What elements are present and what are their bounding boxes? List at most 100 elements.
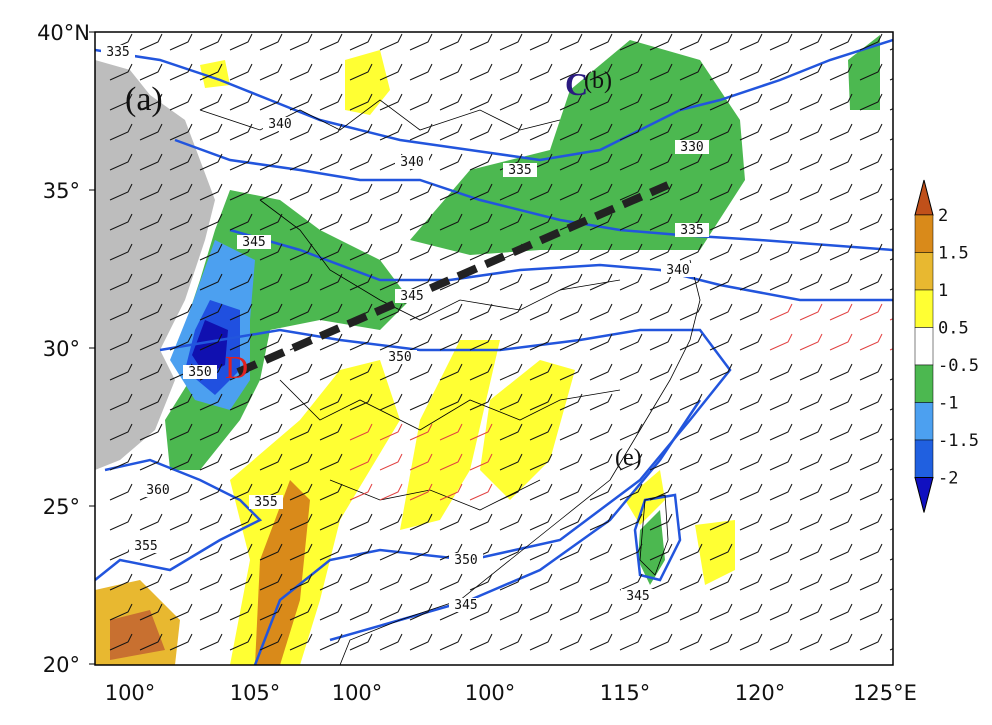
wind-barb [139,243,163,261]
wind-barb [169,63,193,81]
wind-barb [859,513,883,531]
wind-barb [319,243,343,261]
wind-barb [529,33,553,51]
wind-barb [589,453,613,471]
wind-barb [859,423,883,441]
wind-barb [799,273,823,291]
wind-barb [679,633,703,651]
wind-barb [799,333,823,351]
colorbar-label: 1.5 [938,244,969,264]
wind-barb [349,483,373,501]
wind-barb [409,123,433,141]
wind-barb [829,33,853,51]
wind-barb [589,63,613,81]
wind-barb [109,273,133,291]
wind-barb [409,93,433,111]
wind-barb [259,213,283,231]
contour-label-bg [503,163,537,177]
wind-barb [529,213,553,231]
wind-barb [109,183,133,201]
wind-barb [709,603,733,621]
wind-barb [499,93,523,111]
wind-barb [139,423,163,441]
wind-barb [199,303,223,321]
wind-barb [409,393,433,411]
contour-label: 355 [254,495,277,510]
wind-barb [649,633,673,651]
wind-barb [469,333,493,351]
wind-barb [499,63,523,81]
wind-barb [619,123,643,141]
wind-barb [319,513,343,531]
wind-barb [679,393,703,411]
wind-barb [559,513,583,531]
wind-barb [169,543,193,561]
contour-label-bg [395,155,429,169]
wind-barb [679,93,703,111]
wind-barb [259,93,283,111]
wind-barb [559,453,583,471]
wind-barb [379,363,403,381]
wind-barb [319,33,343,51]
wind-barb [859,93,883,111]
wind-barb [649,93,673,111]
wind-barb [619,483,643,501]
wind-barb [769,573,793,591]
wind-barb [109,483,133,501]
point-label: (e) [615,445,642,471]
point-label: C [565,66,588,102]
wind-barb [169,243,193,261]
wind-barb [589,303,613,321]
wind-barb [799,153,823,171]
wind-barb [649,513,673,531]
wind-barb [259,243,283,261]
wind-barb [709,243,733,261]
wind-barb [679,303,703,321]
wind-barb [859,33,883,51]
wind-barb [769,453,793,471]
wind-barb [229,393,253,411]
colorbar-label: -0.5 [938,356,979,376]
wind-barb [409,453,433,471]
contour-label-bg [675,140,709,154]
wind-barb [709,213,733,231]
wind-barb [169,333,193,351]
wind-barb [259,423,283,441]
wind-barb [139,333,163,351]
wind-barb [559,303,583,321]
wind-barb [139,93,163,111]
wind-barb [829,153,853,171]
wind-barb [529,183,553,201]
wind-barb [289,213,313,231]
x-tick-label: 100° [105,681,156,705]
wind-barb [319,393,343,411]
wind-barb [229,633,253,651]
wind-barb [499,423,523,441]
wind-barb [679,153,703,171]
contour-label: 345 [242,235,265,250]
wind-barb [469,93,493,111]
contour-label: 340 [268,117,291,132]
wind-barb [829,123,853,141]
wind-barb [709,63,733,81]
wind-barb [619,63,643,81]
wind-barb [559,333,583,351]
wind-barb [859,153,883,171]
wind-barb [769,93,793,111]
wind-barb [829,273,853,291]
wind-barb [109,393,133,411]
wind-barb [439,633,463,651]
wind-barb [319,453,343,471]
wind-barb [349,333,373,351]
wind-barb [409,573,433,591]
wind-barb [769,303,793,321]
panel-label: (a) [125,81,163,118]
wind-barb [619,333,643,351]
colorbar-label: 2 [938,206,948,226]
colorbar-label: 1 [938,281,948,301]
wind-barb [109,513,133,531]
wind-barb [319,633,343,651]
wind-barb [319,183,343,201]
wind-barb [229,453,253,471]
contour-label-bg [675,223,709,237]
